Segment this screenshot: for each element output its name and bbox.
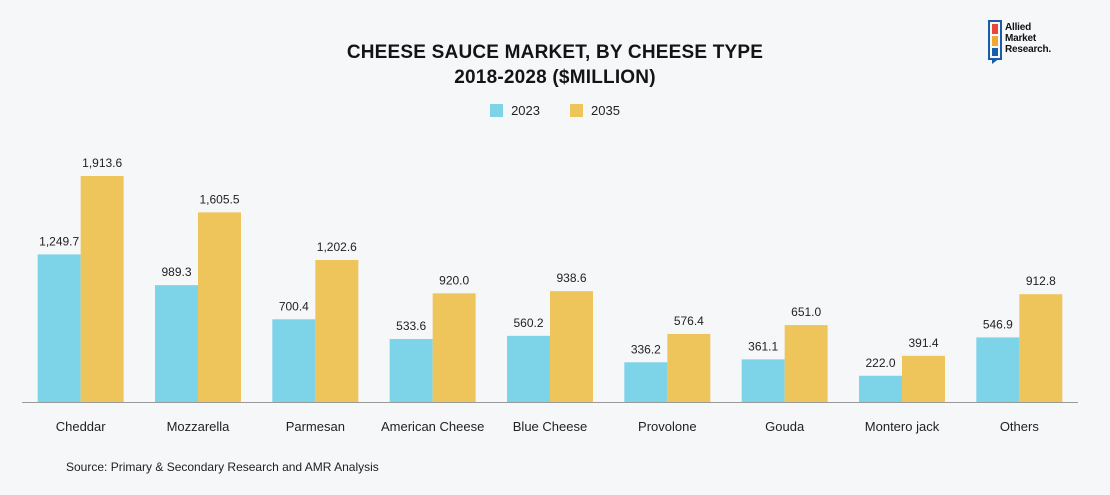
bar-2023-5	[624, 362, 668, 402]
chart-title-line1: CHEESE SAUCE MARKET, BY CHEESE TYPE	[346, 42, 764, 63]
chart-title-line2: 2018-2028 ($MILLION)	[454, 67, 656, 88]
legend-item-2023: 2023	[490, 103, 540, 118]
bar-2035-4	[550, 291, 593, 402]
amr-logo: Allied Market Research.	[988, 20, 1070, 70]
legend-item-2035: 2035	[570, 103, 620, 118]
bar-2035-7	[902, 355, 945, 402]
legend-swatch-2035	[570, 104, 583, 117]
bar-2023-8	[976, 337, 1020, 402]
logo-mark-icon	[988, 20, 1002, 60]
source-note: Source: Primary & Secondary Research and…	[66, 460, 379, 474]
data-label-2035-5: 576.4	[674, 314, 704, 328]
data-label-2023-1: 989.3	[161, 265, 191, 279]
data-label-2023-3: 533.6	[396, 319, 426, 333]
bar-2035-5	[667, 333, 711, 402]
logo-text: Allied Market Research.	[1005, 22, 1052, 55]
bar-2035-8	[1019, 294, 1063, 402]
x-tick-label-4: Blue Cheese	[513, 419, 587, 434]
bar-2023-7	[859, 375, 902, 402]
bar-2023-1	[155, 285, 198, 402]
x-tick-label-2: Parmesan	[286, 419, 345, 434]
bar-2035-2	[315, 259, 359, 402]
data-label-2035-7: 391.4	[908, 336, 938, 350]
bar-2035-0	[80, 176, 124, 402]
bar-2035-6	[784, 325, 828, 402]
data-label-2035-0: 1,913.6	[82, 156, 122, 170]
x-tick-label-3: American Cheese	[381, 419, 484, 434]
legend-label-2035: 2035	[591, 103, 620, 118]
chart-title: CHEESE SAUCE MARKET, BY CHEESE TYPE 2018…	[0, 40, 1110, 90]
bar-2035-3	[432, 293, 476, 402]
data-label-2023-7: 222.0	[865, 356, 895, 370]
bar-2023-6	[741, 359, 785, 402]
bar-2023-2	[272, 319, 316, 402]
bar-2023-4	[507, 335, 550, 402]
x-tick-label-1: Mozzarella	[167, 419, 231, 434]
data-label-2035-6: 651.0	[791, 305, 821, 319]
legend-swatch-2023	[490, 104, 504, 117]
data-label-2023-0: 1,249.7	[39, 234, 79, 248]
data-label-2035-4: 938.6	[556, 271, 586, 285]
x-tick-label-7: Montero jack	[865, 419, 940, 434]
chart-legend: 2023 2035	[0, 103, 1110, 118]
data-label-2035-8: 912.8	[1026, 274, 1056, 288]
bar-2023-3	[389, 338, 433, 402]
data-label-2023-6: 361.1	[748, 339, 778, 353]
bar-2035-1	[198, 212, 241, 402]
x-tick-label-5: Provolone	[638, 419, 697, 434]
legend-label-2023: 2023	[511, 103, 540, 118]
data-label-2023-5: 336.2	[631, 342, 661, 356]
data-label-2023-8: 546.9	[983, 317, 1013, 331]
data-label-2035-2: 1,202.6	[317, 240, 357, 254]
data-label-2035-1: 1,605.5	[199, 192, 239, 206]
data-label-2035-3: 920.0	[439, 273, 469, 287]
bar-2023-0	[37, 254, 81, 402]
data-label-2023-4: 560.2	[513, 316, 543, 330]
x-tick-label-0: Cheddar	[56, 419, 107, 434]
x-tick-label-8: Others	[1000, 419, 1040, 434]
data-label-2023-2: 700.4	[279, 299, 309, 313]
x-tick-label-6: Gouda	[765, 419, 805, 434]
